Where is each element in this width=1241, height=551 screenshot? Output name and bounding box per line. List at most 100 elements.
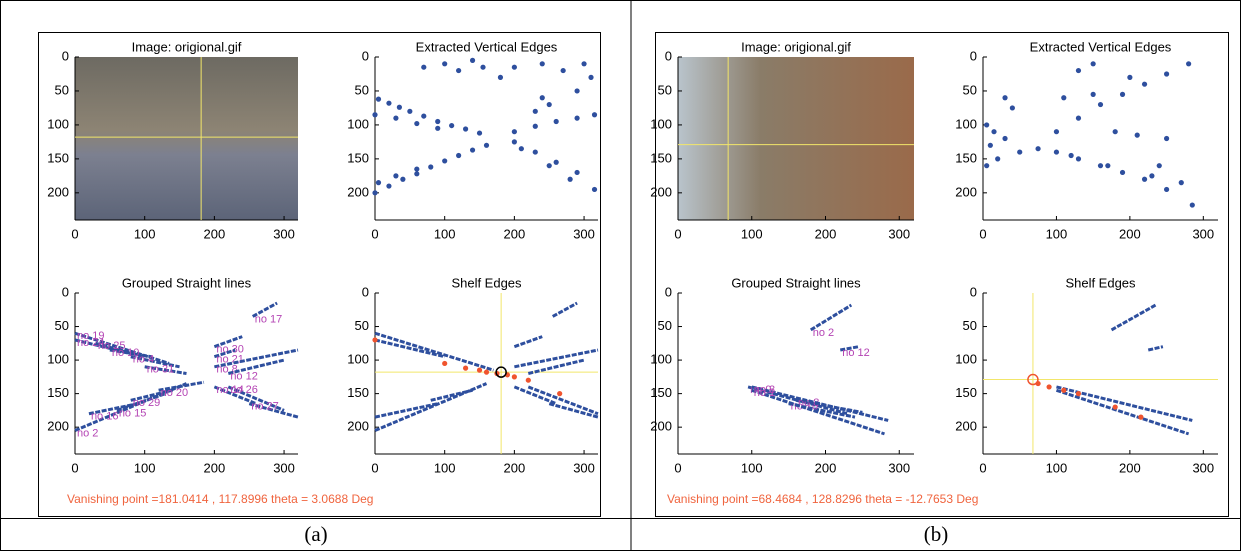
y-tick-label: 150 <box>650 150 672 165</box>
edge-point <box>592 187 597 192</box>
line-label: no 12 <box>230 370 258 382</box>
edge-point <box>533 109 538 114</box>
x-tick-label: 0 <box>71 226 78 241</box>
y-tick-label: 150 <box>47 385 69 400</box>
edge-point <box>428 164 433 169</box>
shelf-point <box>463 366 468 371</box>
edge-point <box>984 163 989 168</box>
edge-point <box>1164 187 1169 192</box>
edge-point <box>1120 92 1125 97</box>
chart-title: Image: origional.gif <box>132 39 242 54</box>
edge-point <box>470 147 475 152</box>
x-tick-label: 200 <box>504 460 526 475</box>
edge-point <box>442 61 447 66</box>
x-tick-label: 0 <box>674 226 681 241</box>
shelf-point <box>442 361 447 366</box>
edge-point <box>984 122 989 127</box>
edge-point <box>568 177 573 182</box>
edge-point <box>1186 61 1191 66</box>
edge-point <box>1142 82 1147 87</box>
edge-point <box>1190 202 1195 207</box>
edge-point <box>1076 116 1081 121</box>
y-tick-label: 150 <box>347 150 369 165</box>
edge-point <box>1035 146 1040 151</box>
edge-point <box>372 112 377 117</box>
edge-point <box>1069 153 1074 158</box>
x-tick-label: 100 <box>1046 460 1068 475</box>
edge-point <box>463 126 468 131</box>
x-tick-label: 300 <box>273 226 295 241</box>
edge-point <box>1105 163 1110 168</box>
y-tick-label: 50 <box>55 82 69 97</box>
line-label: no 26 <box>230 384 258 396</box>
edge-point <box>400 177 405 182</box>
shelf-point <box>372 337 377 342</box>
edge-point <box>1002 95 1007 100</box>
edge-point <box>393 116 398 121</box>
shelf-line <box>1112 305 1156 330</box>
edge-point <box>376 180 381 185</box>
chart-title: Grouped Straight lines <box>122 275 252 290</box>
caption: (a) <box>304 522 327 546</box>
shelf-line <box>375 340 445 357</box>
shelf-line <box>553 303 577 316</box>
edge-point <box>533 124 538 129</box>
edge-point <box>372 190 377 195</box>
edge-point <box>991 129 996 134</box>
edge-point <box>1054 149 1059 154</box>
edge-point <box>547 102 552 107</box>
edge-point <box>512 129 517 134</box>
edge-point <box>1142 177 1147 182</box>
y-tick-label: 200 <box>650 419 672 434</box>
edge-point <box>449 123 454 128</box>
line-label: no 2 <box>77 427 98 439</box>
y-tick-label: 200 <box>955 419 977 434</box>
edge-point <box>442 158 447 163</box>
edge-point <box>1076 68 1081 73</box>
x-tick-label: 0 <box>979 460 986 475</box>
x-tick-label: 200 <box>815 226 837 241</box>
edge-point <box>414 121 419 126</box>
y-tick-label: 50 <box>355 82 369 97</box>
y-tick-label: 50 <box>355 318 369 333</box>
y-tick-label: 0 <box>362 48 369 63</box>
y-tick-label: 200 <box>47 184 69 199</box>
edge-point <box>1061 95 1066 100</box>
x-tick-label: 0 <box>674 460 681 475</box>
figure: Vanishing point =181.0414 , 117.8996 the… <box>0 0 1241 551</box>
edge-point <box>561 68 566 73</box>
edge-point <box>397 105 402 110</box>
edge-point <box>554 160 559 165</box>
x-tick-label: 300 <box>888 460 910 475</box>
y-tick-label: 0 <box>970 284 977 299</box>
x-tick-label: 100 <box>434 226 456 241</box>
line-label: no 20 <box>161 387 189 399</box>
edge-point <box>421 113 426 118</box>
edge-point <box>574 170 579 175</box>
edge-point <box>1127 75 1132 80</box>
y-tick-label: 200 <box>955 184 977 199</box>
edge-point <box>376 97 381 102</box>
shelf-line <box>1148 347 1163 350</box>
y-tick-label: 100 <box>347 352 369 367</box>
edge-point <box>554 119 559 124</box>
x-tick-label: 300 <box>1192 226 1214 241</box>
x-tick-label: 300 <box>1192 460 1214 475</box>
y-tick-label: 200 <box>47 419 69 434</box>
x-tick-label: 300 <box>888 226 910 241</box>
edge-point <box>1164 71 1169 76</box>
edge-point <box>581 61 586 66</box>
line-label: no 1 <box>754 387 775 399</box>
edge-point <box>421 65 426 70</box>
x-tick-label: 0 <box>371 226 378 241</box>
edge-point <box>393 173 398 178</box>
shelf-line <box>528 387 598 414</box>
edge-point <box>435 119 440 124</box>
edge-point <box>456 153 461 158</box>
x-tick-label: 200 <box>1119 226 1141 241</box>
y-tick-label: 200 <box>650 184 672 199</box>
y-tick-label: 150 <box>955 385 977 400</box>
x-tick-label: 300 <box>273 460 295 475</box>
chart-title: Grouped Straight lines <box>731 275 861 290</box>
edge-point <box>574 88 579 93</box>
